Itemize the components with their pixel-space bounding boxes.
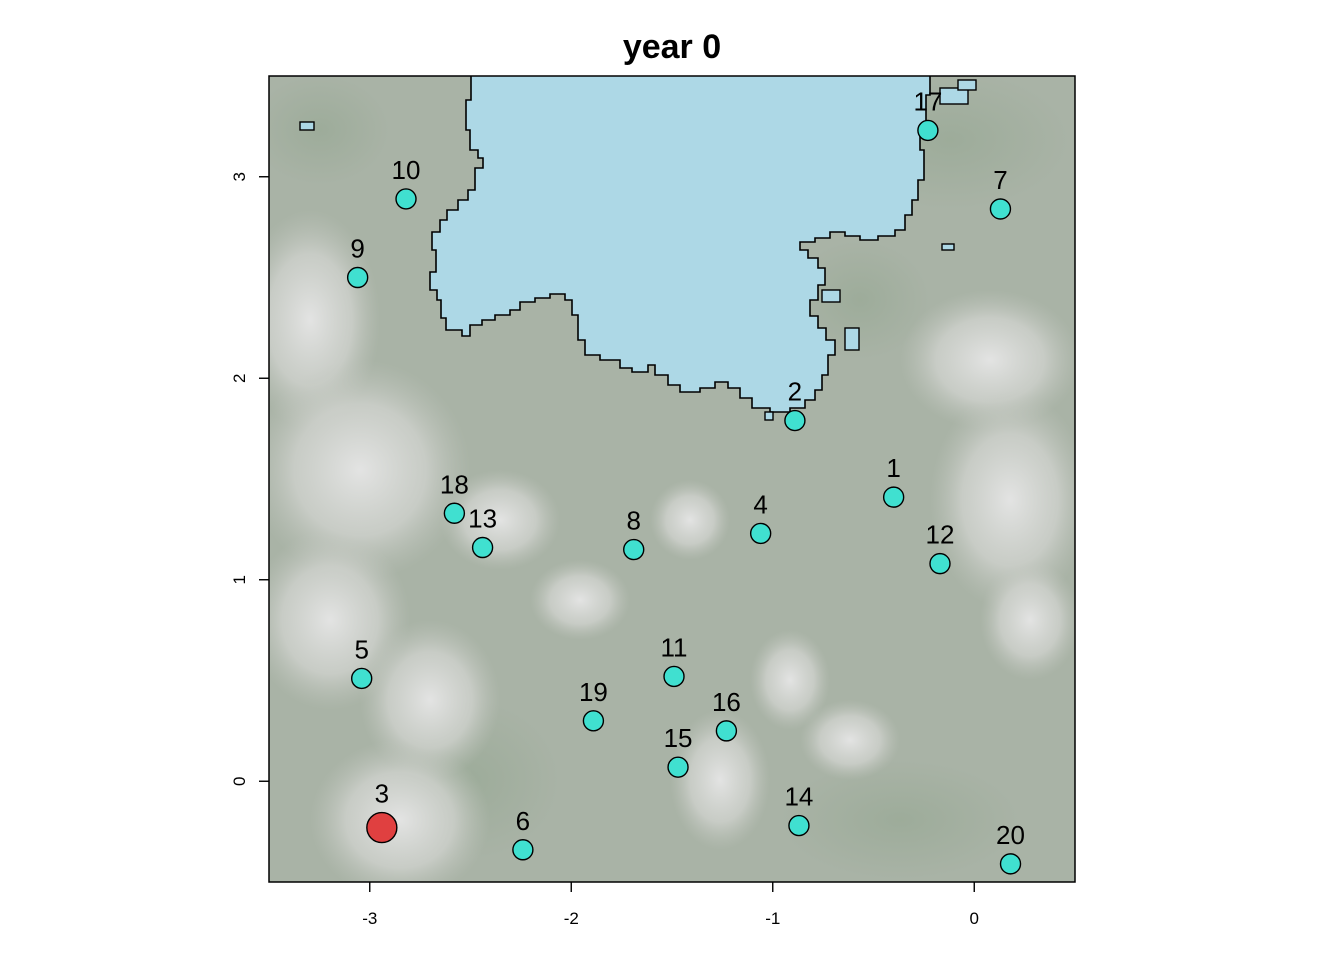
point-label: 13 xyxy=(468,504,497,534)
data-point xyxy=(929,552,951,575)
y-tick-label: 1 xyxy=(230,575,249,584)
point-label: 10 xyxy=(392,155,421,185)
y-tick-label: 2 xyxy=(230,374,249,383)
data-point xyxy=(582,710,605,732)
point-label: 16 xyxy=(712,687,741,717)
point-label: 15 xyxy=(664,723,693,753)
data-point xyxy=(667,756,689,778)
x-tick-label: -3 xyxy=(362,909,377,928)
data-point xyxy=(663,665,685,688)
data-point xyxy=(350,667,373,690)
data-point xyxy=(471,536,494,559)
point-label: 19 xyxy=(579,677,608,707)
data-point xyxy=(443,502,466,524)
data-point xyxy=(623,538,645,561)
data-point xyxy=(999,853,1022,875)
data-point xyxy=(784,409,806,432)
point-label: 18 xyxy=(440,469,469,499)
point-label: 14 xyxy=(784,782,813,812)
x-tick-label: -1 xyxy=(765,909,780,928)
data-point xyxy=(882,486,905,508)
data-point xyxy=(395,188,417,210)
point-label: 2 xyxy=(788,377,802,407)
point-label: 17 xyxy=(913,86,942,116)
point-label: 6 xyxy=(516,806,530,836)
coastal-islands xyxy=(299,79,977,421)
data-point xyxy=(917,119,939,142)
terrain-background xyxy=(269,76,1075,882)
point-label: 1 xyxy=(886,453,900,483)
x-axis: -3 -2 -1 0 xyxy=(362,882,979,928)
data-point xyxy=(512,839,534,861)
point-label: 12 xyxy=(926,520,955,550)
data-point xyxy=(749,522,772,545)
data-point xyxy=(346,266,369,289)
point-label: 7 xyxy=(993,165,1007,195)
point-label: 11 xyxy=(661,632,688,662)
x-tick-label: 0 xyxy=(970,909,979,928)
data-point xyxy=(788,814,810,837)
water-body xyxy=(429,76,931,413)
y-tick-label: 0 xyxy=(230,777,249,786)
point-label: 5 xyxy=(354,634,368,664)
y-axis: 0 1 2 3 xyxy=(230,172,269,786)
point-label: 20 xyxy=(996,820,1025,850)
x-tick-label: -2 xyxy=(564,909,579,928)
point-label: 8 xyxy=(626,506,640,536)
data-point xyxy=(715,720,738,742)
y-tick-label: 3 xyxy=(230,172,249,181)
data-point xyxy=(989,198,1012,220)
chart-title: year 0 xyxy=(623,28,721,66)
point-label: 4 xyxy=(753,489,767,519)
highland-areas xyxy=(269,210,1075,882)
point-label: 9 xyxy=(350,234,364,264)
point-label: 3 xyxy=(375,779,389,809)
data-point xyxy=(366,811,398,844)
plot-frame xyxy=(268,75,1076,883)
